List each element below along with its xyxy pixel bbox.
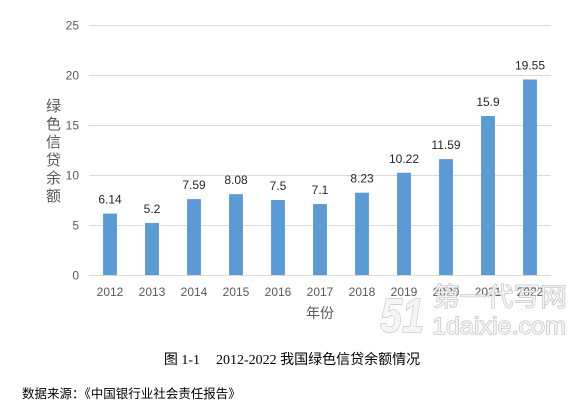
data-label-2015: 8.08 [224,173,248,187]
gridlines [89,25,551,276]
bar-2018 [355,192,369,275]
data-label-2014: 7.59 [182,178,206,192]
x-axis-tick-labels: 2012 2013 2014 2015 2016 2017 2018 2019 2020 2021… [97,285,544,299]
x-tick-label-2021: 2021 [475,285,502,299]
x-axis-title: 年份 [306,306,334,322]
bar-2020 [439,159,453,275]
watermark: 51 第一代写网 1daixie.com [380,282,568,341]
y-tick-label-10: 10 [66,169,80,183]
bar-2021 [481,116,495,275]
bar-2019 [397,172,411,275]
bar-2016 [271,200,285,275]
bar-2015 [229,194,243,275]
data-label-2019: 10.22 [389,152,419,166]
data-source-note: 数据来源：《中国银行业社会责任报告》 [22,387,241,401]
bar-chart: 6.14 5.2 7.59 8.08 7.5 7.1 8.23 10.22 11.59 15.9 1… [66,19,568,341]
watermark-site: 1daixie.com [432,313,566,340]
x-tick-label-2014: 2014 [181,285,208,299]
y-tick-label-15: 15 [66,119,80,133]
x-tick-label-2013: 2013 [139,285,166,299]
figure-number: 图 1-1 [163,353,200,368]
data-label-2018: 8.23 [350,172,374,186]
x-tick-label-2016: 2016 [265,285,292,299]
x-tick-label-2020: 2020 [433,285,460,299]
data-label-2022: 19.55 [515,59,545,73]
bar-2014 [187,199,201,275]
y-axis-title: 绿色信贷余额 [44,98,62,206]
data-label-2013: 5.2 [144,202,161,216]
data-label-2017: 7.1 [312,183,329,197]
figure-caption: 图 1-1 2012-2022 我国绿色信贷余额情况 [0,352,584,370]
figure-title: 2012-2022 我国绿色信贷余额情况 [216,353,421,368]
watermark-logo: 51 [380,290,424,340]
y-axis-tick-labels: 0 5 10 15 20 25 [66,19,80,283]
data-label-2021: 15.9 [476,95,500,109]
x-tick-label-2022: 2022 [517,285,544,299]
y-tick-label-5: 5 [72,219,79,233]
y-tick-label-0: 0 [72,269,79,283]
bar-2022 [523,79,537,275]
y-tick-label-20: 20 [66,69,80,83]
x-tick-label-2019: 2019 [391,285,418,299]
bar-2017 [313,204,327,275]
data-label-2020: 11.59 [431,138,460,152]
bar-2013 [145,223,159,275]
watermark-name: 第一代写网 [433,282,567,312]
bar-2012 [103,213,117,275]
data-label-2012: 6.14 [98,193,122,207]
x-tick-label-2012: 2012 [97,285,124,299]
y-tick-label-25: 25 [66,19,80,33]
data-label-2016: 7.5 [270,179,287,193]
bars [103,79,537,275]
x-tick-label-2015: 2015 [223,285,250,299]
data-labels: 6.14 5.2 7.59 8.08 7.5 7.1 8.23 10.22 11.59 15.9 1… [98,59,545,217]
x-tick-label-2018: 2018 [349,285,376,299]
x-tick-label-2017: 2017 [307,285,334,299]
